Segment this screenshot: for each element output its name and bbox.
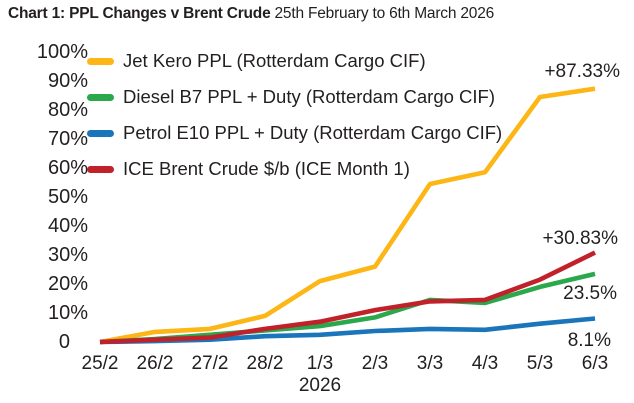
chart-title-main: Chart 1: PPL Changes v Brent Crude — [8, 5, 271, 22]
x-axis-tick-label: 3/3 — [416, 353, 444, 374]
x-axis-tick-label: 4/3 — [471, 353, 499, 374]
chart-title-daterange: 25th February to 6th March 2026 — [274, 5, 495, 22]
series-end-value-label: +30.83% — [542, 228, 618, 249]
legend-swatch — [87, 57, 114, 65]
legend-item: Petrol E10 PPL + Duty (Rotterdam Cargo C… — [87, 115, 502, 151]
y-axis-tick-label: 90% — [47, 70, 88, 92]
y-axis-tick-label: 60% — [47, 157, 88, 179]
y-axis-tick-label: 70% — [47, 128, 88, 150]
y-axis-tick-label: 80% — [47, 99, 88, 121]
x-axis-tick-label: 6/3 — [581, 353, 609, 374]
x-axis-tick-label: 26/2 — [136, 353, 174, 374]
legend-swatch — [87, 165, 114, 173]
x-axis-tick-label: 27/2 — [191, 353, 229, 374]
x-axis-tick-label: 5/3 — [526, 353, 554, 374]
legend-swatch — [87, 93, 114, 101]
x-axis-tick-label: 25/2 — [81, 353, 119, 374]
x-axis-tick-label: 1/3 — [306, 353, 334, 374]
legend-label: ICE Brent Crude $/b (ICE Month 1) — [123, 158, 410, 179]
series-line-3 — [99, 250, 597, 345]
y-axis-tick-label: 100% — [36, 41, 88, 63]
legend-swatch — [87, 129, 114, 137]
legend: Jet Kero PPL (Rotterdam Cargo CIF) Diesel… — [87, 43, 502, 187]
y-axis-tick-label: 30% — [47, 244, 88, 266]
legend-item: Diesel B7 PPL + Duty (Rotterdam Cargo CI… — [87, 79, 502, 115]
legend-item: Jet Kero PPL (Rotterdam Cargo CIF) — [87, 43, 502, 79]
y-axis-tick-label: 40% — [47, 215, 88, 237]
legend-label: Petrol E10 PPL + Duty (Rotterdam Cargo C… — [123, 122, 503, 143]
x-axis-tick-label: 2/3 — [361, 353, 389, 374]
series-end-value-label: 8.1% — [567, 330, 611, 351]
legend-item: ICE Brent Crude $/b (ICE Month 1) — [87, 151, 502, 187]
x-axis-year-label: 2026 — [298, 375, 342, 396]
series-end-value-label: +87.33% — [544, 61, 620, 82]
legend-label: Diesel B7 PPL + Duty (Rotterdam Cargo CI… — [123, 86, 496, 107]
chart-title: Chart 1: PPL Changes v Brent Crude 25th F… — [8, 5, 494, 23]
y-axis-tick-label: 10% — [47, 302, 88, 324]
y-axis-tick-label: 50% — [47, 186, 88, 208]
series-line-0 — [99, 86, 596, 345]
y-axis-tick-label: 20% — [47, 273, 88, 295]
series-end-value-label: 23.5% — [563, 283, 617, 304]
legend-label: Jet Kero PPL (Rotterdam Cargo CIF) — [123, 50, 426, 71]
y-axis-tick-label: 0 — [58, 331, 70, 353]
x-axis-tick-label: 28/2 — [246, 353, 284, 374]
